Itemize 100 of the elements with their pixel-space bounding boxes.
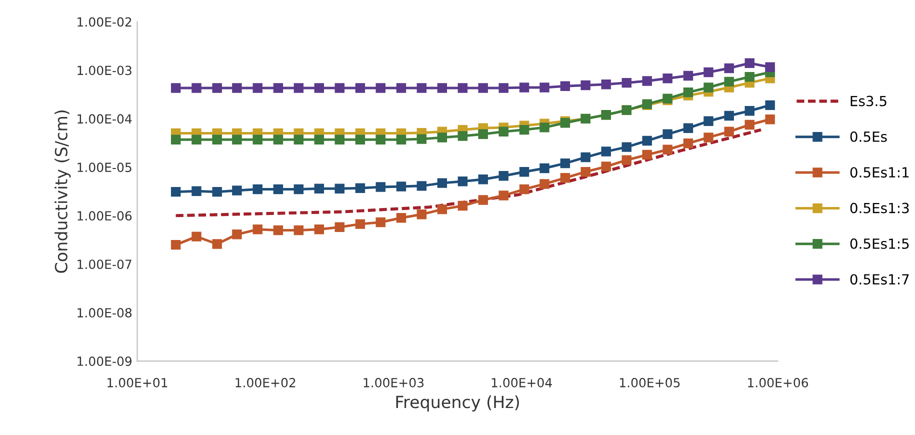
- point: [683, 87, 694, 98]
- x-tick-label: 1.00E+04: [492, 378, 552, 388]
- point: [622, 155, 632, 165]
- point: [765, 62, 775, 72]
- y-tick-label: 1.00E-04: [78, 114, 132, 124]
- legend-label: 0.5Es1:7: [850, 274, 909, 285]
- point: [416, 134, 427, 144]
- point: [334, 83, 344, 93]
- point: [540, 122, 550, 132]
- point: [437, 204, 448, 214]
- point: [704, 132, 714, 142]
- point: [232, 83, 242, 93]
- point: [765, 100, 775, 110]
- y-tick-label: 1.00E-05: [78, 162, 132, 172]
- point: [170, 134, 181, 144]
- point: [458, 131, 468, 141]
- point: [252, 184, 262, 194]
- point: [458, 200, 468, 211]
- point: [170, 186, 181, 197]
- point: [273, 184, 284, 194]
- point: [744, 58, 754, 68]
- point: [478, 83, 488, 93]
- point: [416, 181, 427, 191]
- point: [540, 179, 550, 189]
- legend-label: 0.5Es1:3: [850, 202, 909, 214]
- point: [334, 184, 344, 194]
- point: [498, 171, 508, 181]
- point: [580, 167, 590, 177]
- point: [683, 70, 694, 81]
- point: [437, 132, 448, 142]
- point: [294, 184, 304, 194]
- y-tick-label: 1.00E-03: [78, 66, 132, 76]
- legend-label: 0.5Es: [850, 131, 887, 142]
- point: [724, 126, 734, 137]
- point: [376, 83, 386, 93]
- point: [376, 182, 386, 192]
- y-tick-label: 1.00E-02: [78, 17, 132, 27]
- point: [601, 146, 611, 156]
- point: [580, 152, 590, 162]
- point: [273, 83, 284, 93]
- y-tick-label: 1.00E-06: [78, 211, 132, 221]
- point: [170, 83, 181, 93]
- point: [355, 134, 366, 144]
- point: [622, 142, 632, 152]
- point: [170, 240, 181, 250]
- point: [560, 173, 570, 183]
- legend-label: Es3.5: [850, 96, 886, 106]
- y-tick-label: 1.00E-09: [78, 356, 132, 366]
- point: [744, 106, 754, 116]
- point: [519, 167, 530, 177]
- point: [252, 134, 262, 144]
- point: [540, 163, 550, 174]
- point: [519, 82, 530, 92]
- point: [294, 83, 304, 93]
- point: [273, 134, 284, 144]
- point: [416, 83, 427, 93]
- point: [273, 225, 284, 236]
- point: [478, 195, 488, 205]
- point: [642, 150, 652, 160]
- point: [396, 134, 406, 144]
- point: [376, 217, 386, 228]
- legend-label: 0.5Es1:5: [850, 238, 909, 249]
- point: [724, 76, 734, 87]
- point: [601, 162, 611, 172]
- point: [662, 73, 672, 84]
- point: [212, 83, 222, 93]
- point: [294, 225, 304, 236]
- y-tick-label: 1.00E-08: [78, 308, 132, 318]
- point: [416, 210, 427, 220]
- point: [744, 72, 754, 82]
- point: [212, 239, 222, 249]
- point: [294, 134, 304, 144]
- x-tick-label: 1.00E+01: [108, 378, 168, 388]
- point: [192, 186, 202, 196]
- point: [252, 224, 262, 234]
- x-tick-label: 1.00E+03: [364, 378, 424, 388]
- point: [212, 186, 222, 197]
- point: [540, 82, 550, 92]
- point: [744, 120, 754, 130]
- y-tick-label: 1.00E-07: [78, 260, 132, 270]
- point: [704, 67, 714, 78]
- point: [642, 136, 652, 146]
- point: [334, 134, 344, 144]
- point: [519, 184, 530, 194]
- x-tick-label: 1.00E+06: [748, 378, 808, 388]
- point: [396, 83, 406, 93]
- point: [683, 123, 694, 133]
- point: [683, 138, 694, 148]
- point: [314, 224, 324, 234]
- legend-label: 0.5Es1:1: [850, 167, 909, 178]
- point: [192, 232, 202, 242]
- point: [396, 182, 406, 192]
- point: [519, 124, 530, 135]
- point: [498, 83, 508, 93]
- point: [560, 81, 570, 91]
- point: [232, 186, 242, 196]
- x-tick-label: 1.00E+05: [620, 378, 680, 388]
- point: [232, 134, 242, 144]
- point: [662, 129, 672, 140]
- point: [232, 230, 242, 240]
